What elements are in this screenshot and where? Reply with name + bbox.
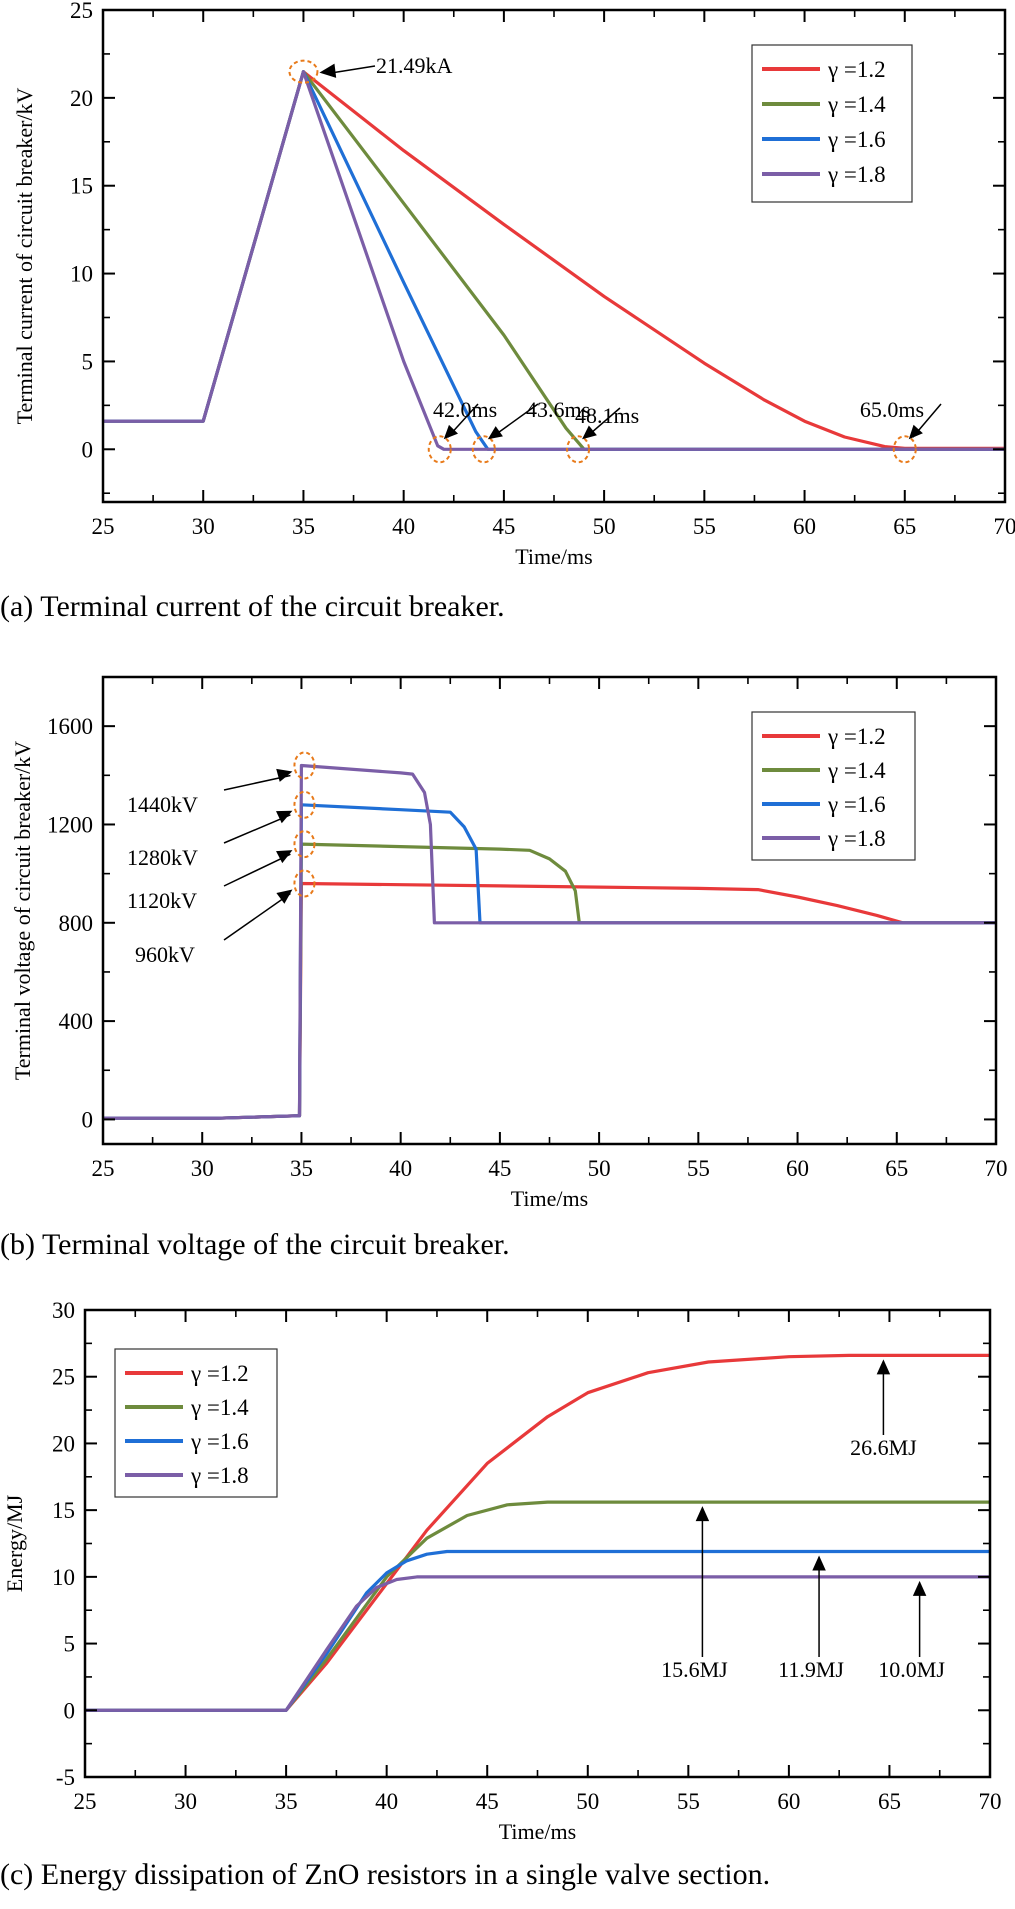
y-tick-label: 10 (52, 1565, 75, 1590)
legend-label: γ =1.8 (190, 1463, 249, 1488)
x-tick-label: 70 (985, 1156, 1008, 1181)
y-tick-label: 25 (52, 1365, 75, 1390)
series-line-18 (103, 70, 1005, 451)
x-tick-label: 55 (693, 514, 716, 539)
y-tick-label: -5 (56, 1765, 75, 1790)
x-axis-title: Time/ms (511, 1186, 588, 1211)
annotation-zero-time: 43.6ms (526, 397, 590, 422)
x-tick-label: 60 (793, 514, 816, 539)
legend-label: γ =1.2 (190, 1361, 249, 1386)
x-tick-label: 55 (677, 1789, 700, 1814)
y-axis-title: Terminal voltage of circuit breaker/kV (10, 741, 35, 1080)
y-tick-label: 1600 (47, 714, 93, 739)
x-tick-label: 65 (878, 1789, 901, 1814)
y-tick-label: 25 (70, 0, 93, 23)
x-tick-label: 35 (290, 1156, 313, 1181)
x-tick-label: 50 (588, 1156, 611, 1181)
y-tick-label: 0 (82, 437, 94, 462)
annotation-zero-time: 42.0ms (433, 397, 497, 422)
legend-label: γ =1.6 (827, 127, 886, 152)
annotation-peak-voltage: 1440kV (127, 792, 198, 817)
annotation-peak-current: 21.49kA (376, 53, 453, 78)
x-tick-label: 65 (893, 514, 916, 539)
x-tick-label: 30 (191, 1156, 214, 1181)
x-tick-label: 70 (994, 514, 1015, 539)
series-line-18 (85, 1575, 990, 1712)
annotation-zero-time: 65.0ms (860, 397, 924, 422)
x-tick-label: 55 (687, 1156, 710, 1181)
legend-label: γ =1.4 (190, 1395, 249, 1420)
annotations: 26.6MJ 15.6MJ 11.9MJ 10.0MJ (661, 1359, 945, 1682)
series-line-12 (103, 881, 996, 1120)
legend-label: γ =1.6 (827, 792, 886, 817)
y-tick-label: 1200 (47, 812, 93, 837)
y-tick-label: 20 (52, 1431, 75, 1456)
legend: γ =1.2 γ =1.4 γ =1.6 γ =1.8 (751, 711, 916, 861)
x-tick-label: 50 (593, 514, 616, 539)
y-tick-label: 5 (64, 1632, 76, 1657)
annotation-peak-voltage: 960kV (135, 942, 195, 967)
chart-panel-a: 25 30 35 40 45 50 55 60 65 70 0 5 10 15 20 25 Time/ms Ter… (12, 0, 1015, 569)
legend-label: γ =1.4 (827, 92, 886, 117)
legend-label: γ =1.6 (190, 1429, 249, 1454)
series-line-18 (103, 763, 996, 1120)
y-tick-label: 0 (64, 1698, 76, 1723)
x-axis-title: Time/ms (499, 1819, 576, 1844)
annotation-peak-voltage: 1120kV (127, 888, 197, 913)
legend: γ =1.2 γ =1.4 γ =1.6 γ =1.8 (114, 1348, 278, 1498)
legend: γ =1.2 γ =1.4 γ =1.6 γ =1.8 (751, 44, 913, 203)
x-tick-label: 30 (174, 1789, 197, 1814)
x-tick-label: 45 (476, 1789, 499, 1814)
annotation-energy: 10.0MJ (878, 1657, 945, 1682)
annotation-zero-time: 48.1ms (575, 403, 639, 428)
annotation-energy: 26.6MJ (850, 1435, 917, 1460)
chart-panel-c: 25 30 35 40 45 50 55 60 65 70 -5 0 5 10 15 20 25 30 Time/m… (2, 1298, 1002, 1844)
y-axis-title: Terminal current of circuit breaker/kV (12, 87, 37, 424)
x-tick-label: 50 (576, 1789, 599, 1814)
y-tick-label: 400 (59, 1009, 94, 1034)
y-tick-label: 0 (82, 1107, 94, 1132)
series-line-14 (85, 1500, 990, 1712)
x-tick-label: 25 (92, 1156, 115, 1181)
y-tick-label: 15 (52, 1498, 75, 1523)
x-tick-label: 35 (292, 514, 315, 539)
x-tick-label: 40 (392, 514, 415, 539)
x-tick-label: 60 (786, 1156, 809, 1181)
x-tick-label: 25 (74, 1789, 97, 1814)
y-tick-label: 15 (70, 174, 93, 199)
x-tick-label: 35 (275, 1789, 298, 1814)
legend-label: γ =1.8 (827, 826, 886, 851)
x-tick-label: 25 (92, 514, 115, 539)
y-tick-label: 5 (82, 349, 94, 374)
x-axis-title: Time/ms (515, 544, 592, 569)
x-tick-label: 45 (492, 514, 515, 539)
caption-a: (a) Terminal current of the circuit brea… (0, 590, 505, 623)
annotation-energy: 15.6MJ (661, 1657, 728, 1682)
y-axis-title: Energy/MJ (2, 1494, 27, 1592)
chart-panel-b: 25 30 35 40 45 50 55 60 65 70 0 400 800 1200 1600 Time/… (10, 675, 1008, 1211)
caption-b: (b) Terminal voltage of the circuit brea… (0, 1228, 510, 1261)
x-tick-label: 70 (979, 1789, 1002, 1814)
x-tick-label: 65 (885, 1156, 908, 1181)
legend-label: γ =1.4 (827, 758, 886, 783)
x-tick-label: 30 (192, 514, 215, 539)
y-tick-label: 800 (59, 911, 94, 936)
legend-label: γ =1.2 (827, 57, 886, 82)
x-tick-label: 40 (389, 1156, 412, 1181)
y-tick-label: 10 (70, 262, 93, 287)
series-line-12 (85, 1353, 990, 1712)
annotation-peak-voltage: 1280kV (127, 845, 198, 870)
x-tick-label: 60 (777, 1789, 800, 1814)
x-tick-label: 40 (375, 1789, 398, 1814)
y-tick-label: 30 (52, 1298, 75, 1323)
y-tick-label: 20 (70, 86, 93, 111)
x-tick-label: 45 (488, 1156, 511, 1181)
caption-c: (c) Energy dissipation of ZnO resistors … (0, 1858, 771, 1891)
annotation-energy: 11.9MJ (778, 1657, 844, 1682)
legend-label: γ =1.2 (827, 724, 886, 749)
legend-label: γ =1.8 (827, 162, 886, 187)
annotations: 1440kV 1280kV 1120kV 960kV (127, 751, 316, 967)
